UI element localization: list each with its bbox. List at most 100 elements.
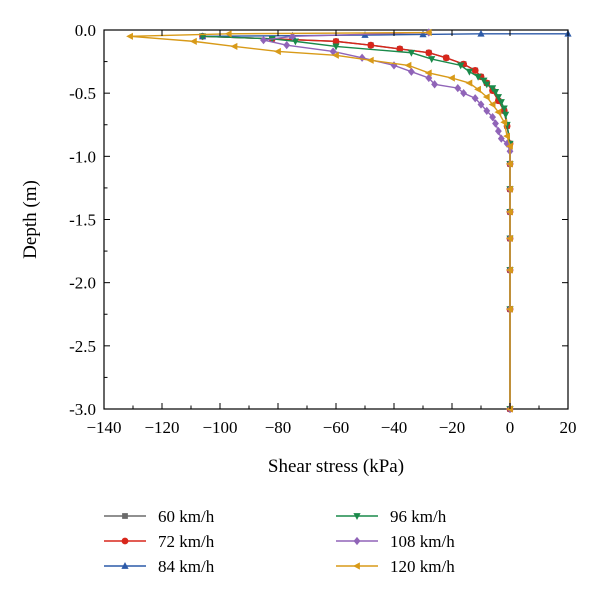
series-5 <box>126 28 513 413</box>
data-point <box>425 49 433 57</box>
data-point <box>289 32 296 41</box>
data-point <box>425 73 433 83</box>
data-point <box>260 35 267 45</box>
x-tick-label: −140 <box>86 418 121 437</box>
data-point <box>483 81 491 89</box>
data-point <box>424 28 432 37</box>
x-tick-label: 20 <box>560 418 577 437</box>
y-tick-label: -0.5 <box>69 84 96 103</box>
data-point <box>506 266 513 274</box>
y-tick-label: 0.0 <box>75 21 96 40</box>
data-point <box>396 45 404 53</box>
legend-marker <box>121 537 129 545</box>
x-tick-label: 0 <box>506 418 515 437</box>
legend-label: 60 km/h <box>158 507 215 526</box>
data-point <box>506 185 513 193</box>
series-3 <box>199 33 514 413</box>
x-tick-label: −120 <box>144 418 179 437</box>
data-point <box>283 41 291 50</box>
legend-marker <box>353 536 361 546</box>
data-point <box>465 68 473 76</box>
data-point <box>506 160 513 168</box>
legend-marker <box>121 562 129 569</box>
legend-marker <box>122 513 128 519</box>
data-point <box>497 134 505 143</box>
legend-marker <box>353 562 360 570</box>
y-tick-label: -1.0 <box>69 147 96 166</box>
data-point <box>492 119 499 128</box>
data-point <box>442 54 450 62</box>
data-point <box>497 99 505 106</box>
data-point <box>506 208 513 216</box>
legend-marker <box>353 513 361 520</box>
data-point <box>332 37 340 45</box>
legend-item-1: 72 km/h <box>104 532 215 551</box>
y-tick-label: -3.0 <box>69 400 96 419</box>
data-point <box>367 41 375 49</box>
data-point <box>494 126 502 136</box>
data-point <box>500 118 508 126</box>
data-point <box>489 113 497 122</box>
data-point <box>503 132 510 140</box>
series-0 <box>199 33 513 412</box>
data-point <box>366 56 374 64</box>
x-tick-label: −80 <box>265 418 292 437</box>
legend-label: 84 km/h <box>158 557 215 576</box>
data-point <box>390 61 398 70</box>
data-point <box>482 93 490 101</box>
legend-label: 120 km/h <box>390 557 455 576</box>
data-point <box>332 43 340 51</box>
x-axis-title: Shear stress (kPa) <box>268 456 404 477</box>
data-point <box>230 42 238 51</box>
legend-item-4: 108 km/h <box>336 532 455 551</box>
data-point <box>474 73 482 81</box>
data-point <box>454 83 462 93</box>
series-layer <box>126 28 572 414</box>
data-point <box>407 67 415 76</box>
data-point <box>428 56 436 64</box>
legend-label: 96 km/h <box>390 507 447 526</box>
data-point <box>474 85 481 93</box>
x-tick-label: −20 <box>439 418 466 437</box>
data-point <box>494 94 502 101</box>
legend: 60 km/h 72 km/h 84 km/h 96 km/h 108 km/h 120 … <box>104 507 455 576</box>
legend-label: 72 km/h <box>158 532 215 551</box>
data-point <box>431 80 439 89</box>
data-point <box>506 405 513 413</box>
data-point <box>480 77 488 85</box>
data-point <box>477 29 485 37</box>
data-point <box>126 32 133 40</box>
data-point <box>502 111 510 119</box>
data-point <box>404 61 412 69</box>
data-point <box>460 89 468 98</box>
data-point <box>457 62 465 70</box>
data-point <box>332 51 339 59</box>
data-point <box>500 105 508 113</box>
data-point <box>448 74 455 82</box>
y-tick-label: -2.0 <box>69 274 96 293</box>
data-point <box>506 234 513 243</box>
x-tick-label: −100 <box>202 418 237 437</box>
data-point <box>471 67 479 74</box>
axes-layer: −140 −120 −100 −80 −60 −40 −20 0 20 0.0 -0.5 -1.0 -1… <box>69 21 576 437</box>
legend-item-2: 84 km/h <box>104 557 215 576</box>
data-point <box>329 47 337 56</box>
data-point <box>358 53 366 62</box>
y-tick-label: -2.5 <box>69 337 96 356</box>
plot-area <box>103 29 569 410</box>
data-point <box>189 37 197 45</box>
legend-label: 108 km/h <box>390 532 455 551</box>
data-point <box>224 30 232 38</box>
x-tick-label: −40 <box>381 418 408 437</box>
data-point <box>424 69 432 77</box>
x-tick-label: −60 <box>323 418 350 437</box>
y-tick-label: -1.5 <box>69 211 96 230</box>
data-point <box>477 100 485 109</box>
legend-item-3: 96 km/h <box>336 507 447 526</box>
plot-frame <box>103 29 569 410</box>
data-point <box>488 100 496 109</box>
series-line <box>130 31 511 409</box>
data-point <box>483 106 491 115</box>
series-4 <box>260 28 514 414</box>
